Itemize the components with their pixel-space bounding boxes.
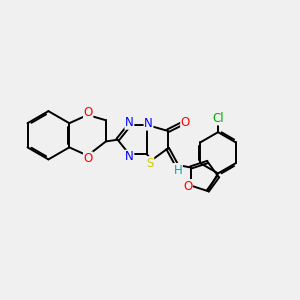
Text: O: O	[83, 152, 93, 165]
Text: O: O	[83, 106, 93, 118]
Text: O: O	[181, 116, 190, 128]
Text: H: H	[174, 164, 182, 176]
Text: N: N	[125, 116, 134, 129]
Text: S: S	[146, 157, 154, 170]
Text: N: N	[125, 150, 134, 163]
Text: N: N	[144, 117, 153, 130]
Text: Cl: Cl	[212, 112, 224, 125]
Text: O: O	[183, 180, 192, 193]
